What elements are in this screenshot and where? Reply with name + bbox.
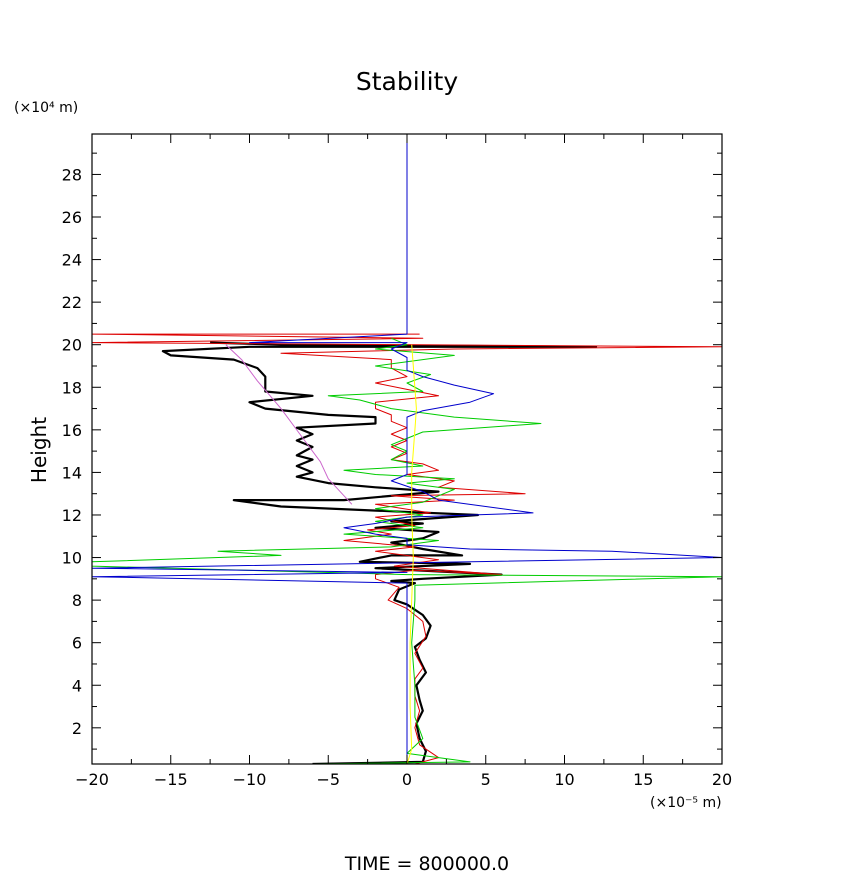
y-tick-label: 14 (62, 463, 82, 482)
y-unit-label: (×10⁴ m) (14, 100, 78, 116)
x-tick-label: 10 (554, 770, 574, 789)
series-line-6 (225, 344, 353, 505)
y-tick-label: 26 (62, 208, 82, 227)
y-tick-label: 16 (62, 421, 82, 440)
y-tick-label: 2 (72, 719, 82, 738)
y-tick-label: 12 (62, 506, 82, 525)
x-tick-label: 20 (712, 770, 732, 789)
x-tick-label: −20 (75, 770, 109, 789)
x-tick-label: 15 (633, 770, 653, 789)
series-line-2 (92, 333, 722, 764)
series-line-3 (92, 337, 722, 764)
x-tick-label: 0 (402, 770, 412, 789)
y-tick-label: 4 (72, 676, 82, 695)
x-tick-label: −10 (233, 770, 267, 789)
y-tick-label: 8 (72, 591, 82, 610)
y-tick-label: 18 (62, 378, 82, 397)
y-tick-label: 24 (62, 251, 82, 270)
x-tick-label: −5 (316, 770, 340, 789)
x-tick-label: 5 (481, 770, 491, 789)
y-tick-label: 10 (62, 549, 82, 568)
ticks-layer: −20 −15 −10 −5 0 5 10 15 20246810121416182022242… (62, 134, 732, 789)
y-tick-label: 6 (72, 634, 82, 653)
time-label: TIME = 800000.0 (344, 853, 509, 875)
series-line-5 (406, 344, 417, 764)
y-tick-label: 20 (62, 336, 82, 355)
chart-title: Stability (356, 67, 459, 96)
y-tick-label: 28 (62, 165, 82, 184)
series-layer (92, 134, 722, 764)
y-axis-label: Height (27, 417, 51, 483)
y-tick-label: 22 (62, 293, 82, 312)
x-tick-label: −15 (154, 770, 188, 789)
series-line-4 (92, 134, 722, 764)
x-unit-label: (×10⁻⁵ m) (650, 795, 722, 811)
